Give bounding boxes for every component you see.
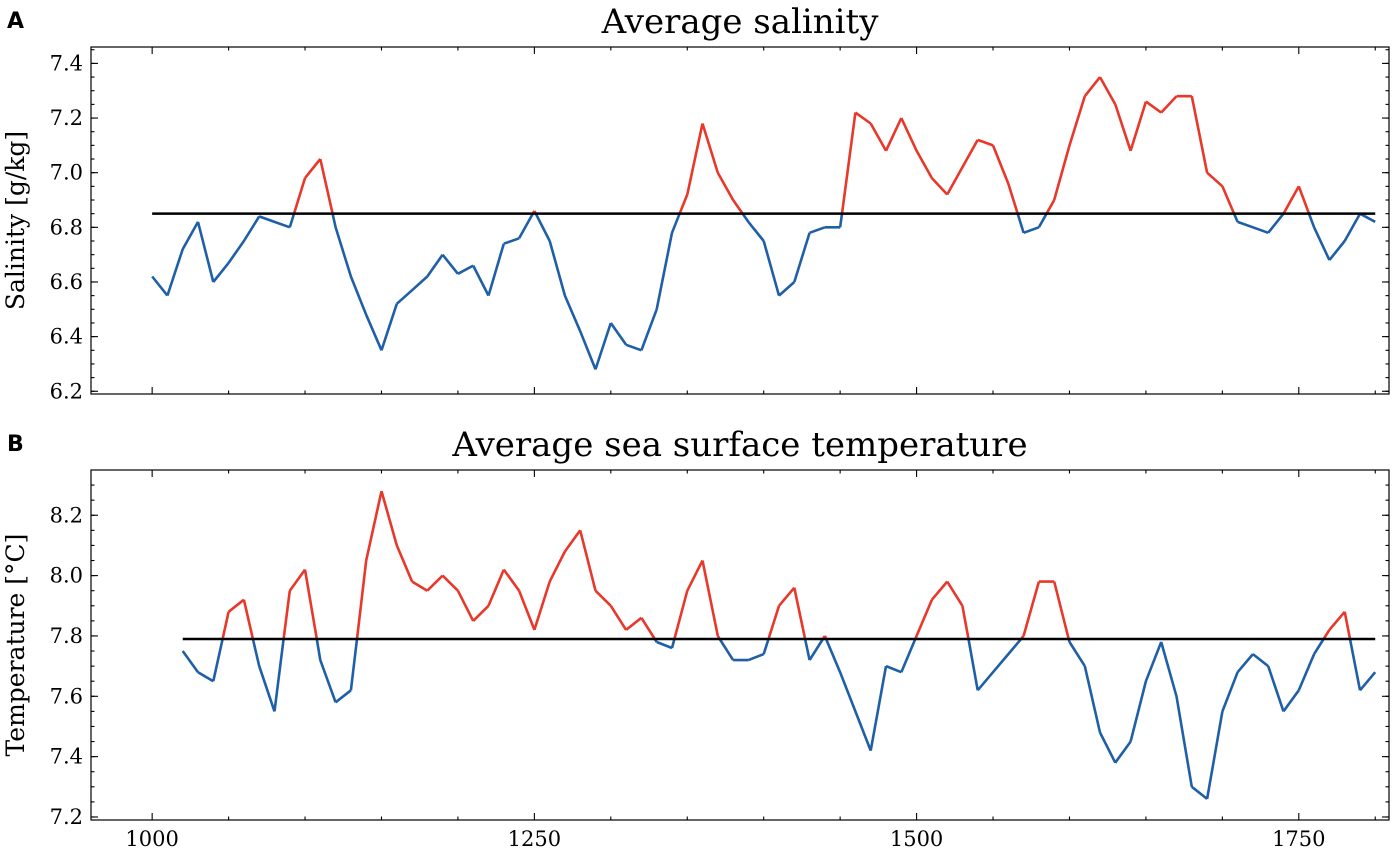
chart-title: Average sea surface temperature [451, 425, 1027, 465]
y-tick-label: 6.6 [50, 270, 83, 294]
x-tick-label: 1750 [1272, 827, 1325, 851]
plot-frame [90, 469, 1390, 821]
y-tick-label: 6.2 [50, 379, 83, 403]
y-axis-label: Temperature [°C] [1, 534, 30, 757]
y-tick-label: 8.0 [50, 564, 83, 588]
y-tick-label: 6.8 [50, 215, 83, 239]
y-tick-label: 7.4 [50, 51, 83, 75]
y-tick-label: 7.2 [50, 106, 83, 130]
series-above-reference [292, 76, 1311, 215]
x-tick-label: 1500 [890, 827, 943, 851]
series-below-reference [181, 638, 1377, 800]
chart-title: Average salinity [601, 2, 880, 42]
panel-label-a: A [7, 9, 25, 34]
salinity-chart: Average salinity Salinity [g/kg] 6.2 6.4 6.6… [1, 2, 1390, 403]
y-tick-label: 7.6 [50, 684, 83, 708]
y-tick-label: 7.2 [50, 805, 83, 829]
y-tick-label: 6.4 [50, 325, 83, 349]
x-tick-label: 1000 [125, 827, 178, 851]
series-below-reference [151, 212, 1376, 370]
y-tick-label: 7.4 [50, 745, 83, 769]
x-tick-label: 1250 [508, 827, 561, 851]
panel-label-b: B [7, 432, 24, 457]
y-tick-label: 8.2 [50, 503, 83, 527]
series-above-reference [221, 490, 1352, 640]
y-axis-label: Salinity [g/kg] [1, 131, 30, 310]
y-tick-label: 7.0 [50, 161, 83, 185]
y-tick-label: 7.8 [50, 624, 83, 648]
plot-frame [90, 46, 1390, 395]
temperature-chart: Average sea surface temperature Temperatu… [1, 425, 1390, 851]
